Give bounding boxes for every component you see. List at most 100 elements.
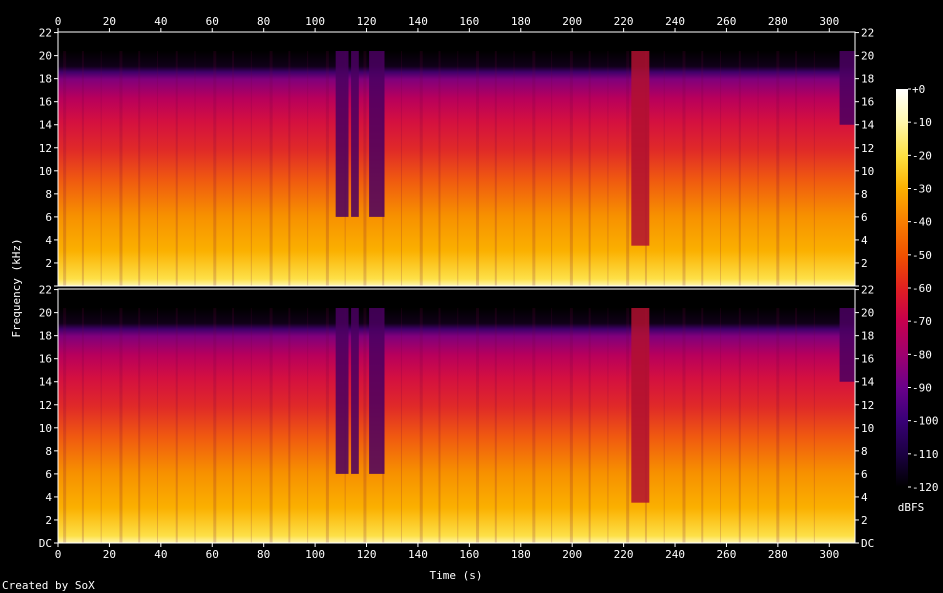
x-tick-label: 140 xyxy=(408,548,428,561)
texture-stripe xyxy=(419,51,423,286)
colorbar-tick-label: -10 xyxy=(912,116,932,129)
texture-stripe xyxy=(269,51,273,286)
y-tick-label: 20 xyxy=(861,307,874,320)
texture-stripe xyxy=(607,308,609,543)
y-tick-label: 14 xyxy=(861,376,875,389)
texture-stripe xyxy=(588,308,591,543)
x-tick-label: 200 xyxy=(562,15,582,28)
texture-stripe xyxy=(757,308,759,543)
y-tick-label: DC xyxy=(39,537,52,550)
x-tick-label: 260 xyxy=(717,548,737,561)
texture-stripe xyxy=(250,51,252,286)
y-tick-label: 6 xyxy=(861,468,868,481)
y-tick-label: 2 xyxy=(45,514,52,527)
texture-stripe xyxy=(626,308,630,543)
y-tick-label: 12 xyxy=(39,142,52,155)
x-tick-label: 180 xyxy=(511,15,531,28)
texture-stripe xyxy=(288,51,291,286)
x-tick-label: 280 xyxy=(768,548,788,561)
texture-stripe xyxy=(175,51,178,286)
colorbar-tick-label: -90 xyxy=(912,382,932,395)
colorbar-tick-label: -100 xyxy=(912,415,939,428)
y-tick-label: 22 xyxy=(39,27,52,40)
y-tick-label: 6 xyxy=(45,468,52,481)
texture-stripe xyxy=(588,51,591,286)
texture-stripe xyxy=(438,51,441,286)
texture-stripe xyxy=(720,51,722,286)
y-tick-label: 12 xyxy=(861,399,874,412)
y-tick-label: 16 xyxy=(861,96,874,109)
x-tick-label: 220 xyxy=(614,15,634,28)
texture-stripe xyxy=(569,51,573,286)
x-tick-label: 0 xyxy=(55,15,62,28)
texture-stripe xyxy=(438,308,441,543)
y-tick-label: 10 xyxy=(39,165,52,178)
x-tick-label: 160 xyxy=(459,15,479,28)
x-tick-label: 20 xyxy=(103,548,116,561)
texture-stripe xyxy=(100,308,102,543)
energy-band xyxy=(58,51,855,286)
texture-stripe xyxy=(232,308,235,543)
x-tick-label: 160 xyxy=(459,548,479,561)
texture-stripe xyxy=(213,308,217,543)
colorbar-tick-label: -120 xyxy=(912,481,939,494)
texture-stripe xyxy=(156,51,158,286)
y-tick-label: DC xyxy=(861,537,874,550)
x-tick-label: 40 xyxy=(154,548,167,561)
y-tick-label: 18 xyxy=(861,330,874,343)
texture-stripe xyxy=(513,308,515,543)
x-tick-label: 100 xyxy=(305,548,325,561)
y-tick-label: 14 xyxy=(39,119,53,132)
quiet-segment xyxy=(335,51,349,217)
texture-stripe xyxy=(738,308,741,543)
colorbar-tick-label: -50 xyxy=(912,249,932,262)
texture-stripe xyxy=(363,308,367,543)
texture-stripe xyxy=(776,308,780,543)
colorbar-tick-label: -80 xyxy=(912,348,932,361)
panel-border xyxy=(57,31,856,287)
y-tick-label: 2 xyxy=(861,257,868,270)
texture-stripe xyxy=(757,51,759,286)
y-tick-label: 10 xyxy=(39,422,52,435)
y-tick-label: 18 xyxy=(39,330,52,343)
texture-stripe xyxy=(250,308,252,543)
panel-border xyxy=(57,288,856,544)
colorbar-tick-label: +0 xyxy=(912,83,925,96)
texture-stripe xyxy=(307,308,309,543)
y-tick-label: 8 xyxy=(45,188,52,201)
energy-band xyxy=(58,308,855,543)
texture-stripe xyxy=(795,51,798,286)
texture-stripe xyxy=(363,51,367,286)
y-tick-label: 20 xyxy=(39,307,52,320)
texture-stripe xyxy=(720,308,722,543)
texture-stripe xyxy=(795,308,798,543)
y-tick-label: 4 xyxy=(45,491,52,504)
y-tick-label: 2 xyxy=(45,257,52,270)
texture-stripe xyxy=(457,51,459,286)
quiet-segment xyxy=(839,308,855,382)
x-tick-label: 180 xyxy=(511,548,531,561)
texture-stripe xyxy=(138,51,141,286)
x-tick-label: 140 xyxy=(408,15,428,28)
x-tick-label: 40 xyxy=(154,15,167,28)
x-tick-label: 0 xyxy=(55,548,62,561)
y-tick-label: 12 xyxy=(39,399,52,412)
y-tick-label: 2 xyxy=(861,514,868,527)
channel-panel-1 xyxy=(57,31,856,287)
texture-stripe xyxy=(701,308,704,543)
y-tick-label: 22 xyxy=(39,284,52,297)
colorbar-tick-label: -70 xyxy=(912,315,932,328)
texture-stripe xyxy=(682,51,686,286)
x-tick-label: 240 xyxy=(665,15,685,28)
quiet-segment xyxy=(369,51,385,217)
texture-stripe xyxy=(738,51,741,286)
x-tick-label: 300 xyxy=(819,15,839,28)
y-tick-label: 16 xyxy=(39,353,52,366)
texture-stripe xyxy=(551,51,553,286)
y-tick-label: 14 xyxy=(861,119,875,132)
texture-stripe xyxy=(663,51,665,286)
x-tick-label: 60 xyxy=(206,548,219,561)
x-tick-label: 20 xyxy=(103,15,116,28)
